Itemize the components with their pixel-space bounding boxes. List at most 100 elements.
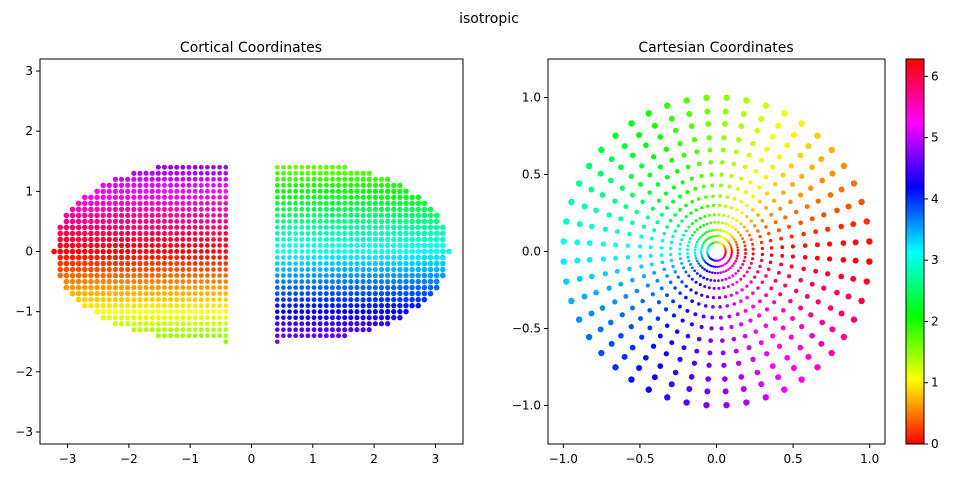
scatter-point — [205, 189, 210, 194]
scatter-point — [180, 315, 186, 321]
scatter-point — [712, 286, 716, 290]
scatter-point — [764, 225, 768, 229]
cartesian-ytick-label: −1.0 — [512, 399, 541, 413]
scatter-point — [57, 242, 64, 249]
scatter-point — [736, 245, 739, 249]
scatter-point — [705, 277, 709, 281]
scatter-point — [82, 248, 88, 255]
scatter-point — [756, 313, 762, 318]
scatter-point — [741, 263, 745, 266]
scatter-point — [433, 266, 440, 273]
scatter-point — [786, 274, 792, 279]
scatter-point — [281, 201, 286, 206]
scatter-point — [137, 279, 143, 285]
scatter-point — [838, 273, 845, 280]
scatter-point — [403, 302, 409, 309]
scatter-point — [720, 221, 724, 225]
scatter-point — [713, 228, 717, 232]
figure-suptitle: isotropic — [459, 11, 519, 27]
scatter-point — [131, 182, 137, 188]
scatter-point — [560, 238, 567, 245]
scatter-point — [745, 295, 749, 300]
scatter-point — [329, 267, 335, 273]
scatter-point — [773, 278, 778, 283]
scatter-point — [161, 321, 167, 327]
scatter-point — [588, 186, 595, 193]
scatter-point — [758, 264, 762, 269]
scatter-point — [155, 236, 161, 242]
scatter-point — [711, 194, 715, 198]
scatter-point — [100, 272, 106, 279]
scatter-point — [281, 183, 286, 188]
scatter-point — [329, 309, 335, 315]
scatter-point — [198, 315, 204, 321]
scatter-point — [329, 333, 335, 339]
scatter-point — [710, 264, 713, 268]
scatter-point — [143, 254, 149, 261]
scatter-point — [672, 127, 679, 134]
scatter-point — [281, 315, 286, 320]
scatter-point — [274, 249, 280, 254]
scatter-point — [703, 214, 707, 219]
cortical-ytick-label: 3 — [25, 64, 33, 78]
scatter-point — [137, 303, 143, 309]
scatter-point — [112, 296, 119, 303]
scatter-point — [342, 188, 348, 194]
scatter-point — [659, 286, 664, 291]
scatter-point — [323, 327, 329, 333]
scatter-point — [137, 309, 143, 315]
scatter-point — [372, 242, 378, 249]
scatter-point — [323, 333, 329, 339]
scatter-point — [342, 236, 348, 242]
scatter-point — [106, 188, 112, 194]
scatter-point — [691, 360, 698, 366]
scatter-point — [415, 224, 421, 231]
scatter-point — [723, 401, 730, 409]
scatter-point — [427, 248, 434, 255]
scatter-point — [112, 212, 119, 219]
scatter-point — [689, 211, 693, 215]
scatter-point — [168, 273, 174, 279]
scatter-point — [731, 264, 734, 268]
scatter-point — [161, 194, 167, 200]
scatter-point — [415, 236, 421, 243]
scatter-point — [699, 264, 702, 268]
scatter-point — [305, 333, 311, 339]
scatter-point — [348, 254, 354, 261]
scatter-point — [384, 290, 391, 297]
scatter-point — [618, 216, 624, 222]
scatter-point — [771, 198, 777, 203]
scatter-point — [698, 216, 702, 220]
scatter-point — [628, 324, 634, 330]
scatter-point — [223, 333, 229, 338]
scatter-point — [125, 278, 131, 285]
scatter-point — [378, 297, 385, 303]
scatter-point — [63, 260, 70, 267]
scatter-point — [143, 206, 149, 212]
scatter-point — [863, 278, 870, 285]
scatter-point — [168, 182, 174, 188]
scatter-point — [348, 261, 354, 267]
scatter-point — [118, 290, 125, 297]
scatter-point — [131, 206, 137, 212]
scatter-point — [75, 296, 82, 303]
scatter-point — [299, 327, 305, 333]
scatter-point — [433, 278, 440, 285]
scatter-point — [729, 257, 732, 260]
scatter-point — [710, 235, 713, 239]
scatter-point — [131, 315, 137, 321]
scatter-point — [311, 170, 317, 176]
scatter-point — [776, 343, 783, 349]
scatter-point — [840, 257, 847, 263]
scatter-point — [305, 267, 311, 272]
scatter-point — [744, 248, 747, 252]
scatter-point — [708, 270, 711, 274]
scatter-point — [217, 225, 222, 230]
scatter-point — [155, 279, 161, 285]
scatter-point — [223, 201, 229, 206]
scatter-point — [829, 170, 836, 177]
scatter-point — [650, 343, 657, 349]
scatter-point — [75, 212, 82, 219]
scatter-point — [198, 201, 204, 206]
scatter-point — [211, 261, 216, 266]
